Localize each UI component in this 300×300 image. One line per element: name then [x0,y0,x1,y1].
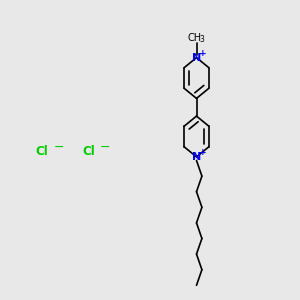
Text: CH: CH [187,33,201,43]
Text: Cl: Cl [36,145,48,158]
Text: −: − [100,141,110,154]
Text: 3: 3 [200,35,204,44]
Text: N: N [192,52,201,63]
Text: +: + [199,49,207,58]
Text: Cl: Cl [82,145,95,158]
Text: N: N [192,152,201,162]
Text: −: − [53,141,64,154]
Text: +: + [199,148,207,157]
